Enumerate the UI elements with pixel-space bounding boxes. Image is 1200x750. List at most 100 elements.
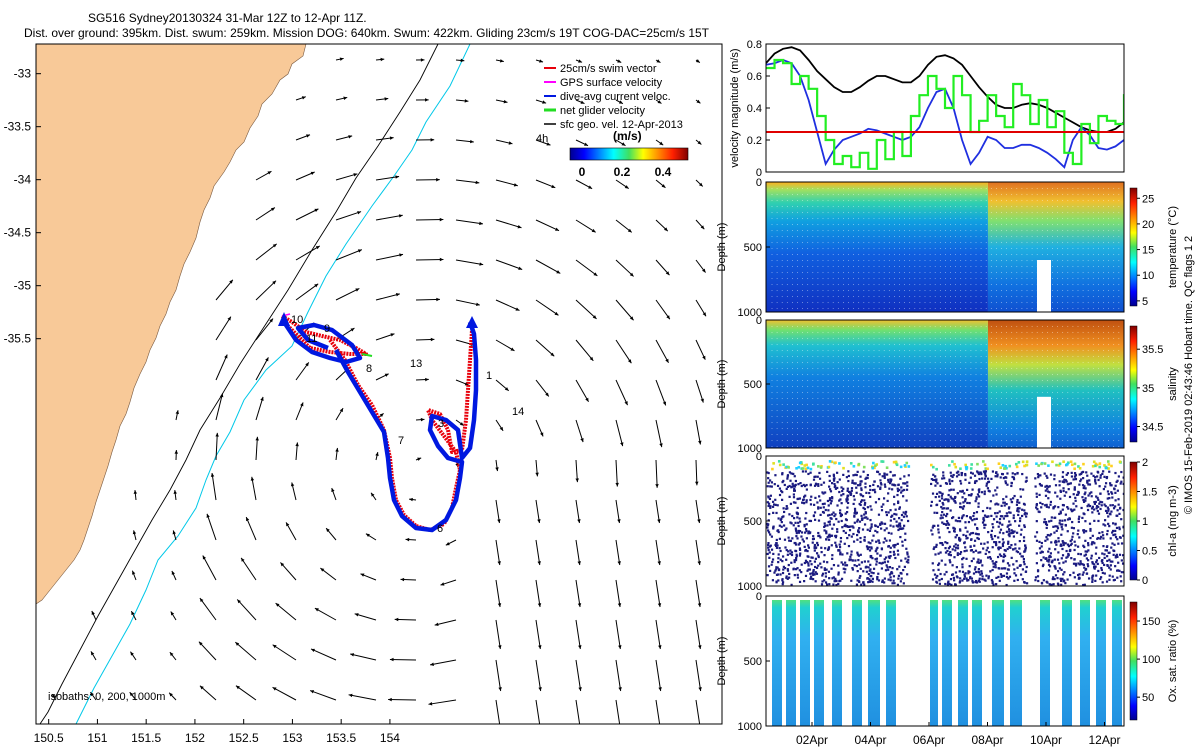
chl-sample [789,502,792,505]
chl-sample [1080,472,1083,476]
chl-sample [867,566,870,569]
chl-sample [963,492,966,495]
chl-sample [961,566,964,569]
chl-sample [1085,530,1088,533]
geo-vector-head [542,100,547,104]
chl-sample [964,474,967,477]
chl-sample [857,559,860,562]
geo-vector-head [198,641,203,646]
chl-sample [891,483,894,486]
chl-sample [945,520,949,523]
chl-sample [1116,555,1119,559]
chl-sample [773,571,776,574]
chl-sample [1070,471,1073,474]
legend-swim-vector: 25cm/s swim vector [544,63,657,75]
chl-sample [1061,528,1064,531]
track-end-marker [466,316,478,328]
chl-sample [1073,486,1076,489]
chl-sample [828,523,832,526]
chl-sample [1044,485,1047,488]
chl-sample [1079,480,1082,483]
chl-sample [816,501,819,504]
chl-sample [803,525,806,528]
chl-sample [887,531,890,535]
chl-sample [805,488,808,491]
chl-sample [1038,482,1042,486]
chl-sample [1008,575,1012,578]
chl-sample [779,549,782,553]
chl-surface-sample [1103,464,1106,467]
chl-sample [768,512,771,516]
chl-sample [856,484,860,487]
chl-sample [836,481,839,484]
chl-sample [853,514,856,517]
chl-sample [1063,478,1066,481]
chl-sample [953,556,956,559]
chl-sample [1077,529,1080,532]
chl-sample [1122,571,1124,574]
geo-vector-head [420,58,425,62]
chl-sample [800,535,803,538]
chl-sample [1055,529,1058,532]
chl-sample [823,522,826,525]
map-x-tick-label: 153 [282,731,302,745]
chl-sample [1120,542,1124,545]
chl-sample [1059,512,1062,515]
chl-sample [837,564,840,567]
chl-sample [954,571,958,574]
chl-surface-sample [1073,467,1076,471]
chl-sample [893,544,896,547]
chl-sample [1116,576,1119,579]
chl-sample [845,500,848,503]
chl-sample [1106,506,1109,509]
chl-sample [875,540,878,543]
geo-vector-head [479,221,483,226]
chl-sample [766,552,769,556]
geo-vector-head [420,417,425,422]
chl-sample [1062,504,1065,507]
chl-sample [1078,573,1081,576]
chl-sample [1081,563,1084,566]
geo-vector [655,579,661,608]
geo-vector [695,539,701,566]
chl-sample [876,531,879,534]
chl-sample [1056,525,1059,528]
chl-sample [957,473,960,476]
geo-vector-head [320,568,325,572]
chl-sample [995,543,998,547]
chl-sample [1065,491,1068,494]
geo-vector [215,354,228,381]
section-ylabel: Depth (m) [716,223,728,272]
chl-sample [852,540,856,543]
chl-sample [935,576,938,579]
chl-sample [983,477,987,480]
geo-vector [655,339,669,363]
chl-surface-sample [1037,464,1040,467]
chl-sample [945,514,948,518]
chl-sample [799,520,802,523]
chl-sample [1044,520,1048,524]
chl-sample [1068,482,1071,485]
chl-sample [1037,476,1040,479]
chl-sample [902,527,905,530]
chl-sample [815,546,818,549]
chl-sample [950,583,953,586]
chl-sample [800,571,803,574]
geo-vector [375,176,400,181]
chl-sample [1091,511,1094,514]
chl-sample [1093,508,1096,511]
chl-sample [984,552,987,555]
chl-sample [980,572,984,575]
chl-sample [1093,476,1097,479]
chl-sample [817,507,820,510]
chl-sample [1040,506,1043,509]
oxygen-profile-column [1062,600,1072,726]
chl-sample [988,556,992,559]
chl-sample [998,510,1001,513]
chl-sample [816,541,819,545]
chl-sample [901,544,904,547]
chl-sample [1052,583,1055,586]
chl-sample [883,476,886,479]
chl-sample [821,491,824,494]
chl-sample [944,482,948,485]
